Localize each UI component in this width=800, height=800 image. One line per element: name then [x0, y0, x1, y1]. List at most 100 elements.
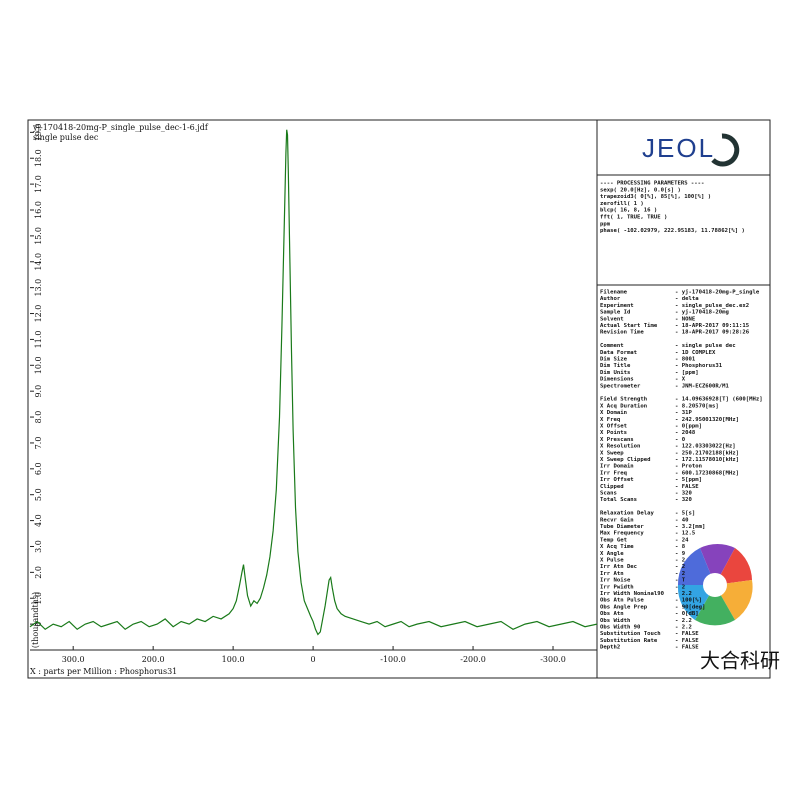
param-key: Irr Freq: [600, 470, 627, 476]
param-key: Irr Pwidth: [600, 584, 634, 590]
param-value: - 18-APR-2017 09:11:15: [675, 323, 749, 329]
param-key: Max Frequency: [600, 531, 644, 537]
y-tick-label: 4.0: [34, 514, 43, 527]
param-key: Recvr Gain: [600, 517, 634, 523]
param-value: - [ppm]: [675, 370, 699, 376]
processing-line: ppm: [600, 221, 611, 227]
param-key: Solvent: [600, 316, 624, 322]
param-key: Obs Width 90: [600, 625, 641, 631]
param-key: Experiment: [600, 303, 634, 309]
chart-subtitle: single pulse dec: [33, 133, 99, 142]
logo: JEOL: [642, 133, 715, 163]
param-value: - 90[deg]: [675, 604, 705, 610]
param-key: Obs Atn: [600, 611, 624, 617]
x-tick-label: -300.0: [540, 655, 566, 664]
y-tick-label: 1.0: [34, 592, 43, 605]
param-value: - FALSE: [675, 484, 699, 490]
param-value: - 0: [675, 437, 686, 443]
y-tick-label: 6.0: [34, 462, 43, 475]
y-tick-label: 15.0: [34, 227, 43, 245]
y-axis-label: (thousandths): [31, 592, 40, 648]
param-key: Irr Atn: [600, 571, 624, 577]
param-key: X Sweep Clipped: [600, 457, 651, 463]
spectrum-line: [29, 129, 598, 636]
param-value: - 242.95001320[MHz]: [675, 417, 739, 423]
watermark-icon: [677, 543, 753, 626]
param-key: Dimensions: [600, 377, 634, 383]
param-value: - yj-170418-20mg: [675, 309, 729, 316]
param-key: Irr Domain: [600, 464, 634, 470]
param-value: - 122.03303022[Hz]: [675, 444, 736, 450]
param-key: Data Format: [600, 350, 637, 356]
param-key: Irr Noise: [600, 578, 631, 584]
param-value: - 2: [675, 564, 685, 570]
y-tick-label: 5.0: [34, 488, 43, 501]
y-tick-label: 17.0: [34, 175, 43, 193]
y-tick-label: 11.0: [34, 331, 43, 349]
param-value: - 8: [675, 544, 686, 550]
param-key: X Prescans: [600, 437, 634, 443]
chart-title: yj-170418-20mg-P_single_pulse_dec-1-6.jd…: [32, 123, 209, 132]
param-value: - yj-170418-20mg-P_single: [675, 289, 760, 296]
param-key: X Sweep: [600, 450, 624, 456]
y-tick-label: 19.0: [34, 123, 43, 141]
param-key: Irr Width Nominal90: [600, 591, 665, 597]
param-key: Depth2: [600, 645, 620, 651]
y-tick-label: 2.0: [34, 566, 43, 579]
param-value: - 320: [675, 491, 692, 497]
x-tick-label: 300.0: [62, 655, 85, 664]
param-value: - 2: [675, 558, 685, 564]
param-value: - single_pulse_dec.ex2: [675, 303, 749, 309]
param-key: Clipped: [600, 484, 624, 490]
y-tick-label: 0: [34, 622, 43, 627]
param-value: - delta: [675, 296, 699, 302]
param-key: X Domain: [600, 410, 627, 416]
param-value: - T: [675, 578, 686, 584]
param-value: - 172.11578010[kHz]: [675, 457, 739, 463]
processing-line: trapezoid3( 0[%], 85[%], 100[%] ): [600, 194, 711, 200]
param-key: Revision Time: [600, 330, 644, 336]
x-tick-label: -200.0: [460, 655, 486, 664]
param-value: - Proton: [675, 464, 702, 470]
param-key: Total Scans: [600, 497, 637, 503]
param-value: - FALSE: [675, 631, 699, 637]
watermark-text: 大合科研: [700, 649, 780, 673]
param-value: - 2.2: [675, 625, 692, 631]
param-value: - 0[ppm]: [675, 424, 702, 430]
param-value: - 8001: [675, 357, 696, 363]
param-value: - Phosphorus31: [675, 363, 723, 369]
param-key: Substitution Touch: [600, 631, 661, 637]
param-value: - 18-APR-2017 09:28:26: [675, 330, 750, 336]
param-key: Obs Atn Pulse: [600, 598, 644, 604]
x-tick-label: 100.0: [222, 655, 245, 664]
processing-line: zerofill( 1 ): [600, 201, 644, 207]
y-tick-label: 9.0: [34, 385, 43, 398]
param-key: Sample Id: [600, 310, 630, 316]
param-value: - 2: [675, 571, 685, 577]
param-key: Irr Offset: [600, 477, 634, 483]
param-key: Filename: [600, 290, 628, 296]
param-value: - FALSE: [675, 638, 699, 644]
processing-line: sexp( 20.0[Hz], 0.0[s] ): [600, 187, 681, 193]
x-tick-label: 0: [311, 655, 316, 664]
frame: [27, 119, 771, 679]
param-value: - 24: [675, 537, 689, 543]
param-value: - single pulse dec: [675, 343, 736, 349]
param-key: X Pulse: [600, 558, 624, 564]
param-key: X Angle: [600, 551, 624, 557]
y-tick-label: 18.0: [34, 149, 43, 167]
param-key: X Acq Duration: [600, 403, 647, 409]
param-value: - 320: [675, 497, 692, 503]
y-tick-label: 3.0: [34, 540, 43, 553]
param-value: - 12.5: [675, 531, 695, 537]
param-key: Actual Start Time: [600, 323, 658, 329]
param-key: Dim Title: [600, 363, 631, 369]
param-key: Substitution Rate: [600, 638, 658, 644]
param-value: - NONE: [675, 316, 695, 322]
processing-line: phase( -102.02979, 222.95183, 11.78862[%…: [600, 228, 745, 234]
x-tick-label: -100.0: [380, 655, 406, 664]
y-tick-label: 8.0: [34, 411, 43, 424]
param-key: Tube Diameter: [600, 524, 644, 530]
